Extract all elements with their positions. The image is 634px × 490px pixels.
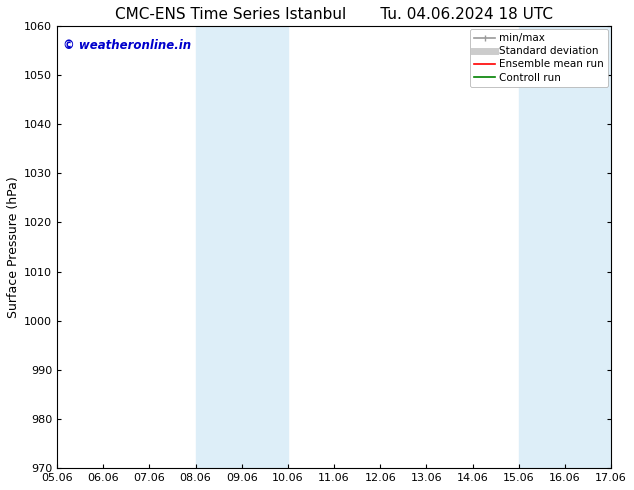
Legend: min/max, Standard deviation, Ensemble mean run, Controll run: min/max, Standard deviation, Ensemble me… xyxy=(470,29,608,87)
Y-axis label: Surface Pressure (hPa): Surface Pressure (hPa) xyxy=(7,176,20,318)
Bar xyxy=(196,26,288,468)
Text: © weatheronline.in: © weatheronline.in xyxy=(63,39,191,52)
Bar xyxy=(519,26,611,468)
Title: CMC-ENS Time Series Istanbul       Tu. 04.06.2024 18 UTC: CMC-ENS Time Series Istanbul Tu. 04.06.2… xyxy=(115,7,553,22)
